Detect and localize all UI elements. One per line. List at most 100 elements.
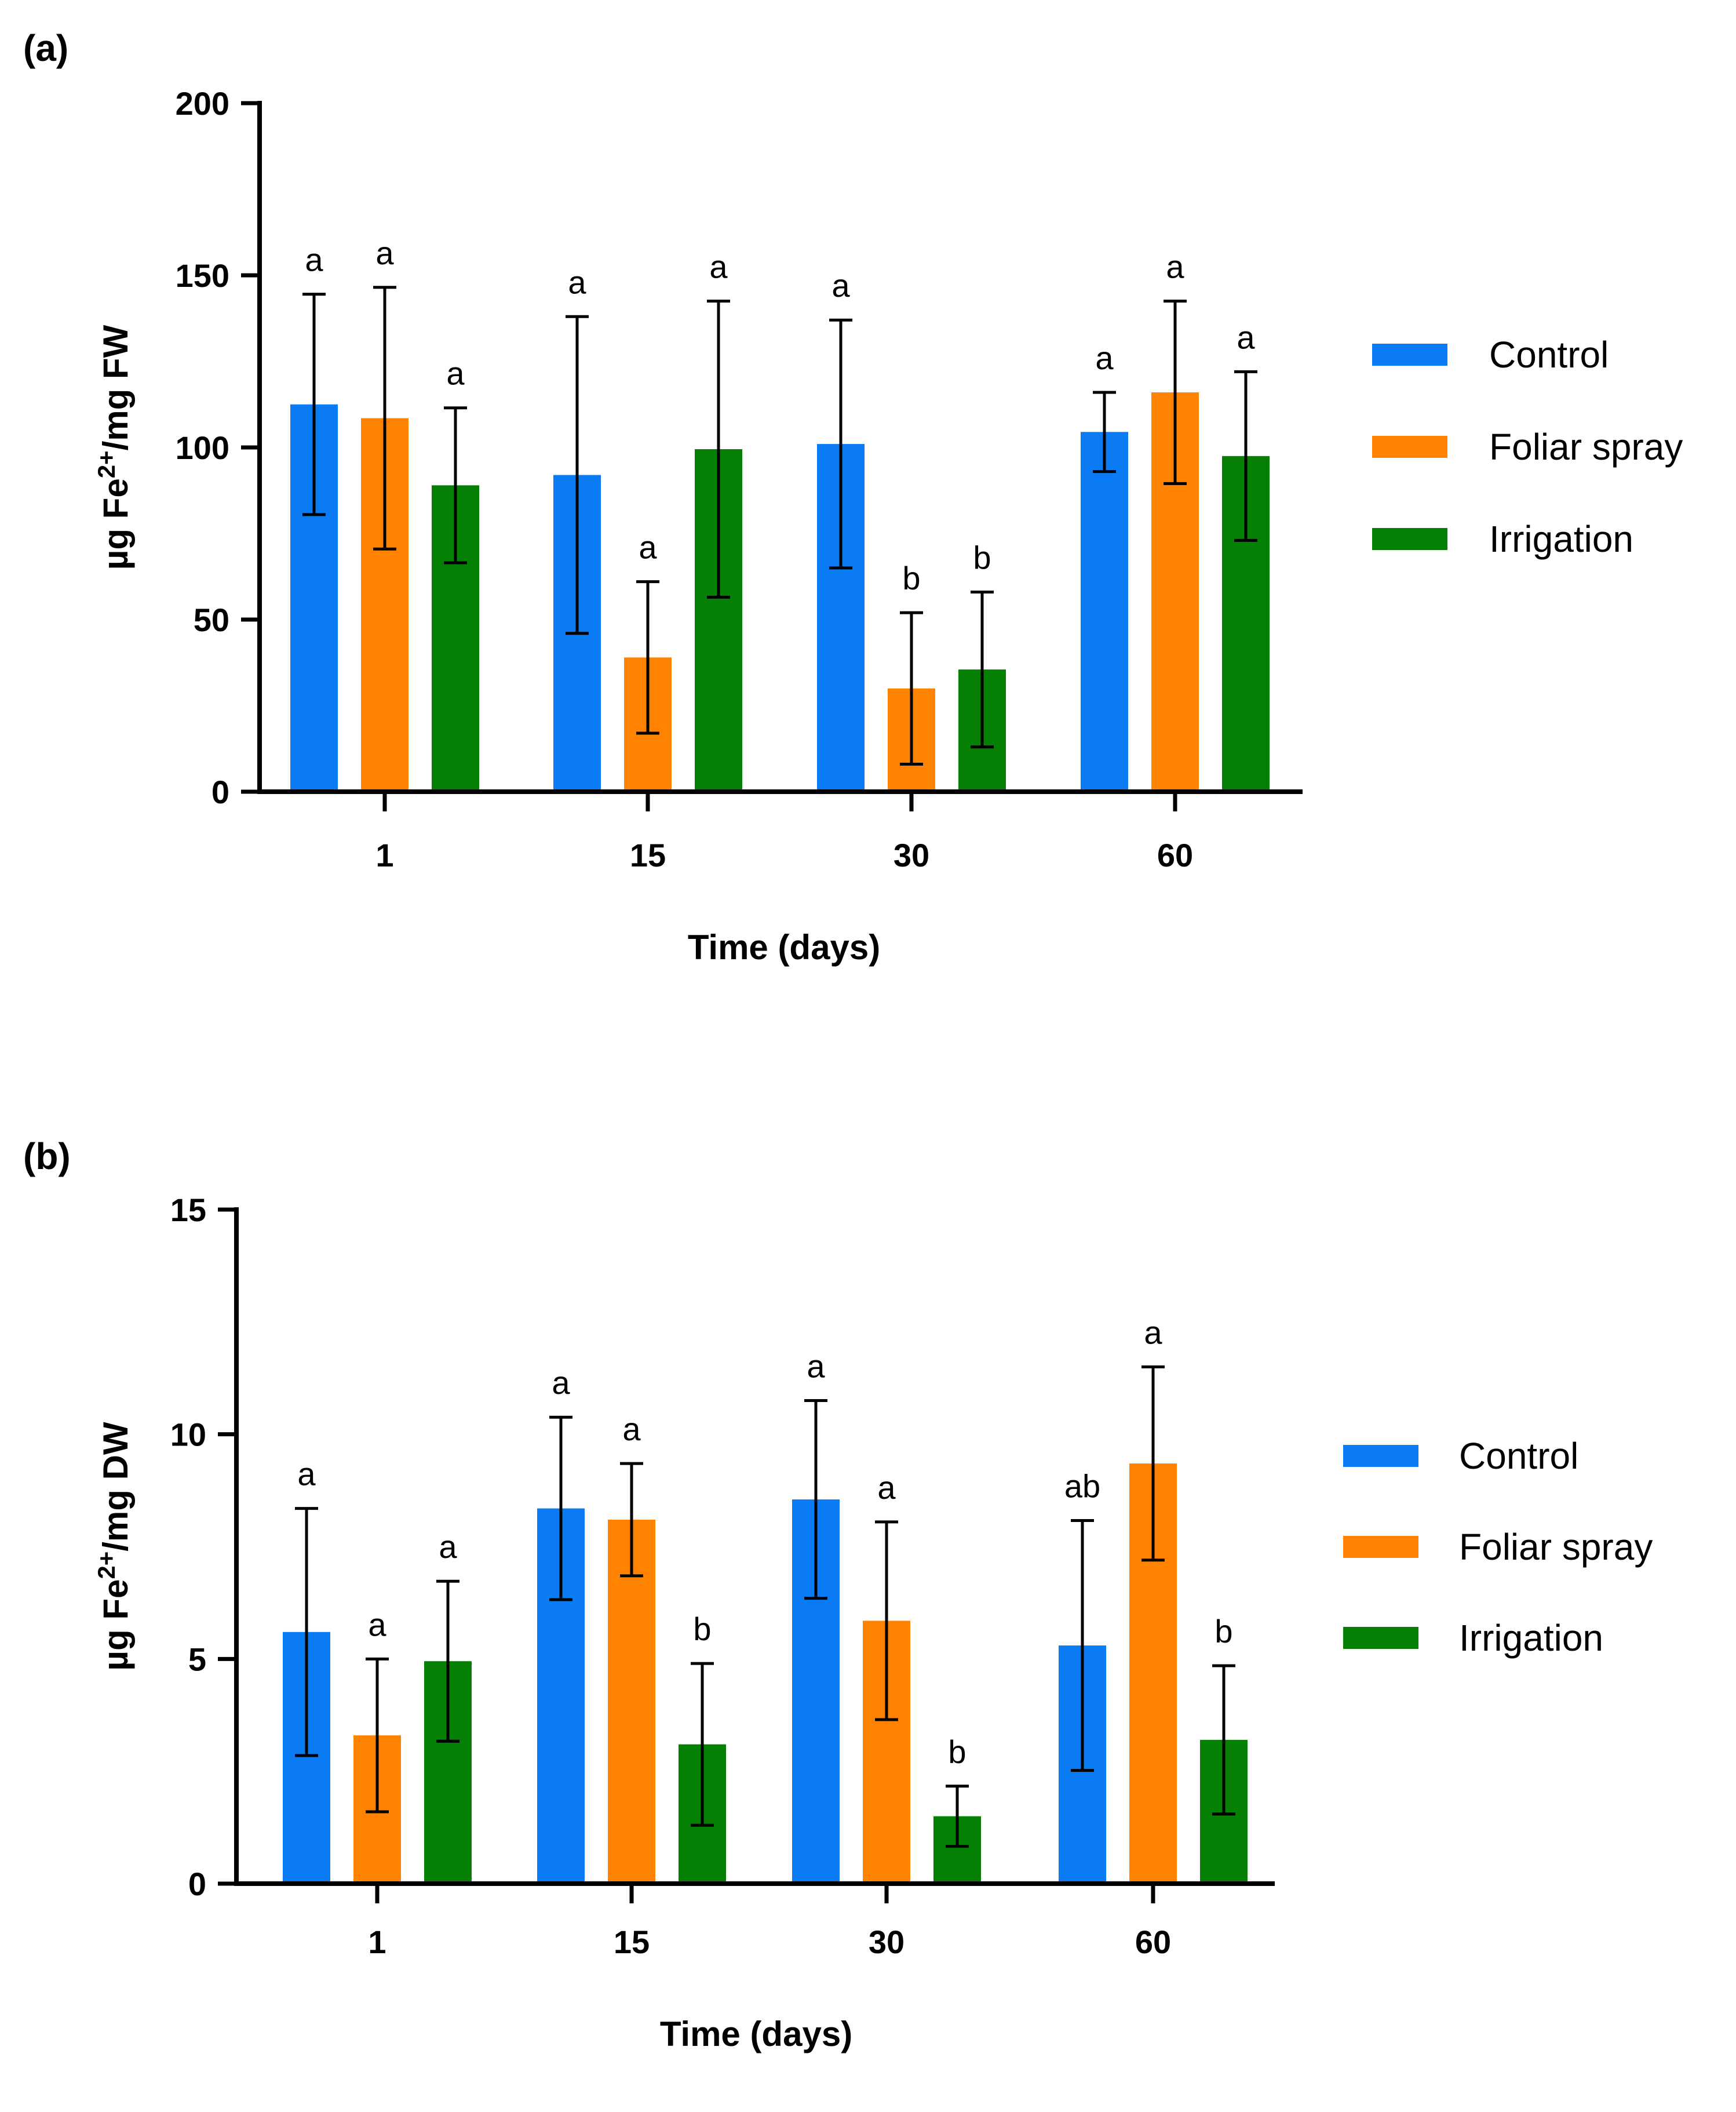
significance-label-control-day-1: a: [305, 242, 323, 278]
x-tick-label-30: 30: [869, 1924, 905, 1960]
panel-b-bars: [283, 1463, 1248, 1884]
error-bar-control-day-30: [829, 318, 852, 570]
legend-swatch-irrigation: [1372, 528, 1447, 550]
error-bar-irrigation-day-15: [707, 300, 730, 599]
bar-control-day-60: [1081, 432, 1128, 792]
y-tick-label-100: 100: [176, 429, 229, 466]
panel-b-error-bars: [295, 1365, 1235, 1848]
panel-b-y-axis-title-unit: /mg DW: [96, 1422, 135, 1552]
y-tick-label-50: 50: [194, 602, 229, 638]
legend-swatch-irrigation: [1343, 1627, 1418, 1649]
bar-foliar-spray-day-15: [608, 1519, 655, 1884]
significance-label-foliar-spray-day-30: b: [902, 560, 920, 596]
panel-a-y-axis-title-main: µg Fe: [96, 478, 135, 570]
significance-label-irrigation-day-15: b: [693, 1611, 711, 1647]
panel-b-y-axis-title: µg Fe2+/mg DW: [93, 1422, 135, 1670]
panel-b-y-axis-title-superscript: 2+: [93, 1552, 120, 1579]
significance-label-irrigation-day-30: b: [948, 1734, 966, 1770]
x-tick-label-30: 30: [893, 837, 929, 873]
error-bar-foliar-spray-day-1: [366, 1657, 389, 1814]
x-tick-label-15: 15: [630, 837, 666, 873]
legend-item-irrigation: Irrigation: [1372, 518, 1633, 560]
panel-b-y-tick-labels: 0 5 10 15: [170, 1192, 206, 1902]
legend-swatch-foliar-spray: [1372, 436, 1447, 458]
panel-b-label: (b): [23, 1135, 71, 1177]
panel-a-legend: Control Foliar spray Irrigation: [1372, 334, 1683, 560]
panel-a-significance-labels: a a a a a a b a a a b a: [305, 235, 1255, 596]
error-bar-irrigation-day-15: [691, 1662, 714, 1827]
y-tick-label-0: 0: [211, 774, 229, 810]
error-bar-irrigation-day-1: [444, 406, 467, 565]
significance-label-control-day-15: a: [568, 264, 586, 300]
panel-a-x-tick-labels: 1 15 30 60: [375, 837, 1193, 873]
significance-label-foliar-spray-day-1: a: [368, 1606, 386, 1643]
error-bar-irrigation-day-60: [1234, 370, 1257, 542]
significance-label-foliar-spray-day-60: a: [1166, 249, 1184, 285]
legend-item-foliar-spray: Foliar spray: [1372, 426, 1683, 468]
legend-swatch-control: [1343, 1445, 1418, 1467]
significance-label-irrigation-day-15: a: [709, 249, 728, 285]
significance-label-foliar-spray-day-60: a: [1144, 1314, 1162, 1350]
x-tick-label-1: 1: [375, 837, 393, 873]
panel-a-y-tick-labels: 0 50 100 150 200: [176, 85, 229, 810]
panel-a-label: (a): [23, 27, 68, 69]
panel-b-y-axis-title-main: µg Fe: [96, 1579, 135, 1671]
panel-a-error-bars: [302, 286, 1257, 766]
panel-a-y-axis-title-superscript: 2+: [93, 450, 120, 478]
error-bar-control-day-60: [1071, 1519, 1094, 1772]
x-tick-label-60: 60: [1157, 837, 1193, 873]
error-bar-irrigation-day-1: [436, 1579, 459, 1743]
error-bar-control-day-30: [804, 1399, 827, 1600]
error-bar-foliar-spray-day-60: [1141, 1365, 1165, 1562]
significance-label-irrigation-day-60: b: [1215, 1613, 1232, 1649]
y-tick-label-15: 15: [170, 1192, 206, 1228]
error-bar-control-day-15: [566, 315, 589, 635]
legend-label-foliar-spray: Foliar spray: [1489, 426, 1683, 468]
legend-swatch-control: [1372, 344, 1447, 366]
significance-label-foliar-spray-day-30: a: [877, 1469, 896, 1506]
y-tick-label-10: 10: [170, 1417, 206, 1453]
error-bar-foliar-spray-day-30: [900, 611, 923, 766]
legend-label-irrigation: Irrigation: [1459, 1617, 1603, 1659]
error-bar-foliar-spray-day-15: [620, 1462, 643, 1578]
panel-a-bars: [290, 392, 1270, 792]
significance-label-control-day-60: ab: [1064, 1468, 1100, 1505]
panel-b-axes: [218, 1207, 1275, 1903]
legend-item-irrigation: Irrigation: [1343, 1617, 1603, 1659]
panel-a-y-axis-title-unit: /mg FW: [96, 325, 135, 450]
error-bar-control-day-60: [1093, 391, 1116, 474]
legend-label-control: Control: [1459, 1435, 1578, 1477]
significance-label-control-day-15: a: [552, 1364, 570, 1401]
significance-label-control-day-30: a: [807, 1348, 825, 1385]
panel-a-axes: [241, 101, 1303, 811]
significance-label-control-day-1: a: [297, 1456, 316, 1492]
error-bar-foliar-spray-day-30: [875, 1520, 898, 1721]
significance-label-irrigation-day-30: b: [973, 539, 991, 576]
significance-label-foliar-spray-day-1: a: [375, 235, 394, 271]
error-bar-irrigation-day-30: [946, 1785, 969, 1848]
panel-b-x-tick-labels: 1 15 30 60: [368, 1924, 1171, 1960]
y-tick-label-0: 0: [188, 1866, 206, 1902]
significance-label-foliar-spray-day-15: a: [639, 529, 657, 566]
significance-label-irrigation-day-60: a: [1237, 319, 1255, 355]
x-tick-label-60: 60: [1135, 1924, 1171, 1960]
panel-a-y-axis-title: µg Fe2+/mg FW: [93, 325, 135, 570]
legend-item-control: Control: [1372, 334, 1609, 376]
y-tick-label-200: 200: [176, 85, 229, 122]
panel-b-legend: Control Foliar spray Irrigation: [1343, 1435, 1653, 1659]
significance-label-foliar-spray-day-15: a: [622, 1411, 641, 1447]
y-tick-label-5: 5: [188, 1641, 206, 1677]
panel-a-x-axis-title: Time (days): [688, 928, 880, 967]
significance-label-control-day-60: a: [1095, 340, 1114, 376]
y-tick-label-150: 150: [176, 257, 229, 294]
error-bar-control-day-1: [295, 1507, 318, 1757]
legend-item-foliar-spray: Foliar spray: [1343, 1526, 1653, 1568]
x-tick-label-15: 15: [614, 1924, 650, 1960]
x-tick-label-1: 1: [368, 1924, 386, 1960]
significance-label-irrigation-day-1: a: [439, 1528, 457, 1565]
legend-label-irrigation: Irrigation: [1489, 518, 1633, 560]
